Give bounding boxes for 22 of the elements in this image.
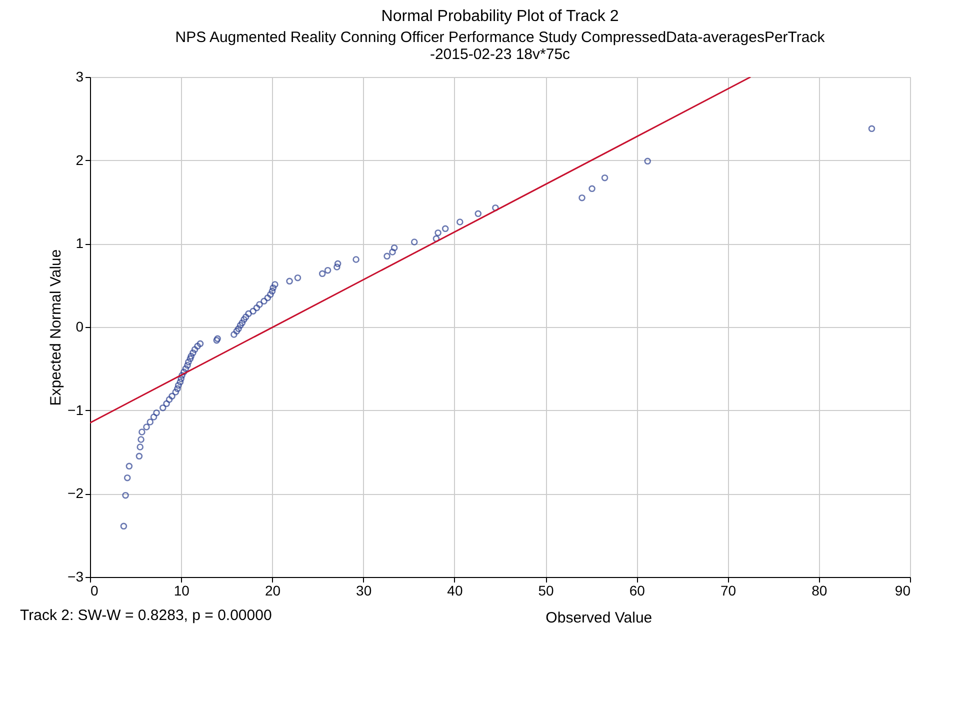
x-tick-label: 10 <box>174 582 190 598</box>
y-tick-label: 0 <box>76 318 84 334</box>
y-tick-label: 1 <box>76 235 84 252</box>
x-tick-label: 80 <box>812 582 828 598</box>
x-tick-label: 40 <box>447 582 463 598</box>
y-tick-label: −3 <box>68 568 84 584</box>
y-axis-title: Expected Normal Value <box>48 249 65 406</box>
text: Track 2: SW-W = 0.8283, p = 0.00000 <box>20 607 272 624</box>
x-tick-label: 20 <box>264 582 281 598</box>
y-tick-label: 3 <box>76 68 84 84</box>
y-tick-label: −1 <box>68 402 84 418</box>
x-tick-label: 30 <box>356 582 372 598</box>
chart-subtitle: NPS Augmented Reality Conning Officer Performance Study CompressedData-averagesPerTrack -2015-02-23 18v*75c <box>175 29 826 63</box>
x-tick-label: 60 <box>629 582 646 598</box>
x-axis-title: Observed Value <box>546 610 652 626</box>
y-tick-label: −2 <box>68 485 84 502</box>
x-tick-label: 70 <box>720 582 736 598</box>
x-tick-label: 0 <box>90 582 98 598</box>
y-tick-label: 2 <box>76 152 84 168</box>
chart-title: Normal Probability Plot of Track 2 <box>381 8 619 25</box>
x-tick-label: 50 <box>538 582 554 598</box>
x-tick-label: 90 <box>894 582 911 598</box>
